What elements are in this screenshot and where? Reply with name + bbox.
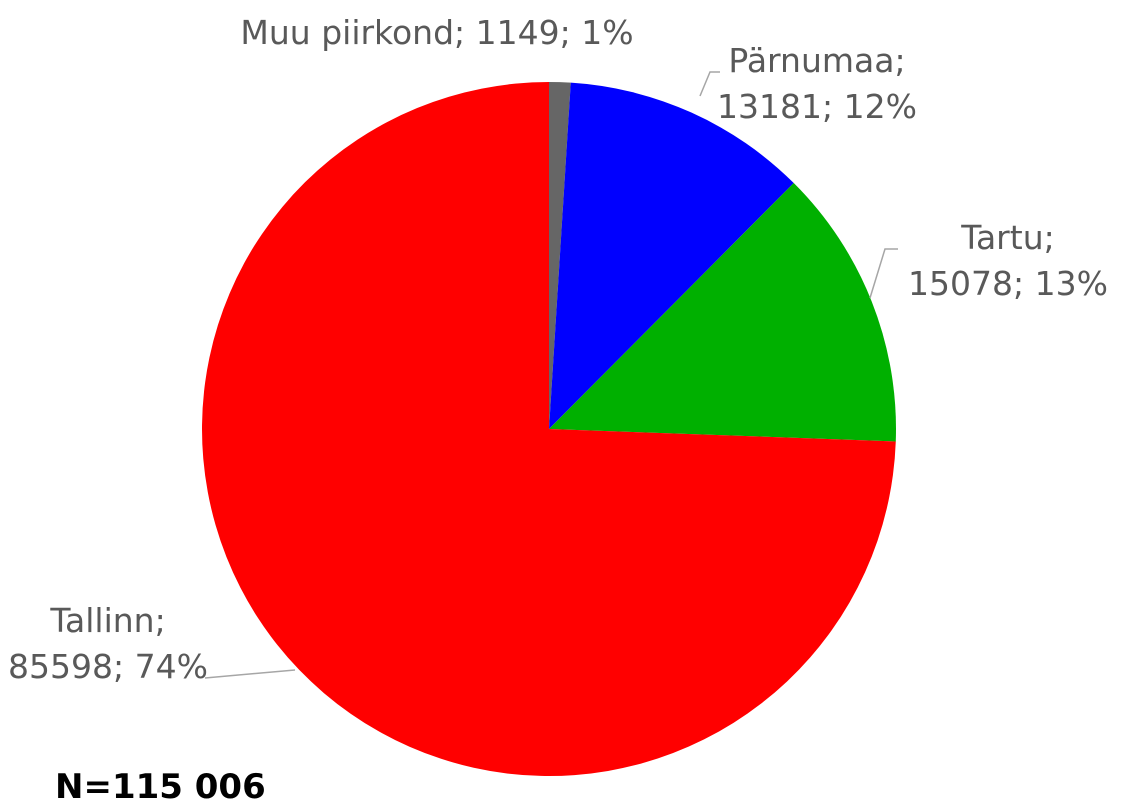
pie-slice [202,82,896,776]
data-label: Tallinn; 85598; 74% [8,601,208,686]
leader-line [869,248,898,299]
annotation: N=115 006 [55,767,266,807]
leader-line [204,669,296,679]
pie-slice [549,82,794,429]
data-label: Muu piirkond; 1149; 1% [240,13,633,52]
pie-slice [549,82,571,429]
leader-line [699,71,720,97]
pie-slice [549,183,897,442]
data-label: Pärnumaa; 13181; 12% [717,41,917,126]
data-label: Tartu; 15078; 13% [908,218,1108,303]
